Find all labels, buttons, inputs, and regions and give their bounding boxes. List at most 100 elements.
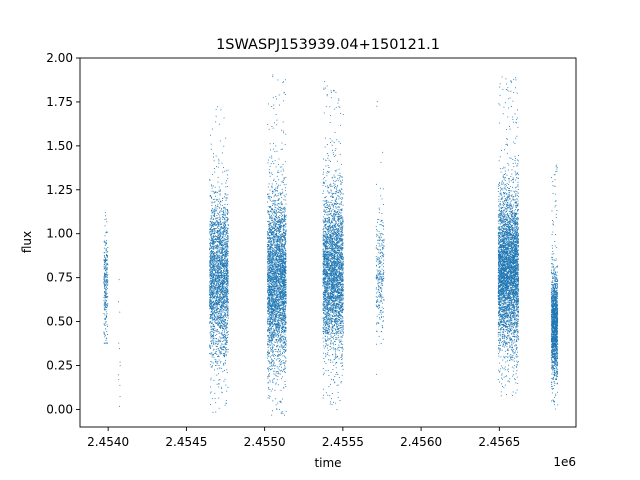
data-point	[216, 191, 218, 193]
data-point	[211, 320, 213, 322]
data-point	[104, 319, 106, 320]
data-point	[277, 336, 279, 338]
data-point	[211, 336, 213, 337]
data-point	[213, 255, 215, 257]
data-point	[276, 333, 278, 335]
data-point	[273, 238, 275, 240]
data-point	[269, 165, 271, 167]
data-point	[211, 272, 213, 274]
data-point	[210, 259, 212, 261]
data-point	[214, 261, 216, 263]
data-point	[269, 340, 271, 342]
data-point	[210, 287, 212, 288]
data-point	[273, 108, 275, 109]
data-point	[212, 341, 214, 343]
data-point	[215, 266, 217, 268]
data-point	[226, 264, 228, 266]
data-point	[281, 237, 282, 239]
data-point	[209, 293, 211, 294]
data-point	[106, 275, 108, 277]
data-point	[104, 298, 106, 300]
data-point	[224, 259, 226, 261]
data-point	[212, 362, 214, 364]
data-point	[212, 290, 214, 292]
data-point	[106, 296, 108, 298]
data-point	[210, 316, 212, 318]
data-point	[279, 271, 281, 273]
data-point	[217, 318, 219, 320]
data-point	[214, 311, 215, 312]
data-point	[278, 336, 279, 338]
data-point	[211, 238, 213, 240]
data-point	[225, 243, 226, 245]
data-point	[226, 322, 228, 324]
data-point	[218, 275, 220, 277]
data-point	[277, 270, 279, 271]
data-point	[227, 285, 229, 287]
data-point	[211, 201, 213, 203]
data-point	[213, 316, 215, 318]
data-point	[226, 265, 228, 267]
data-point	[217, 238, 219, 240]
data-point	[221, 296, 223, 298]
data-point	[220, 282, 222, 284]
data-point	[215, 292, 217, 294]
data-point	[215, 275, 217, 277]
data-point	[219, 275, 221, 277]
data-point	[271, 313, 273, 315]
data-point	[224, 258, 226, 260]
data-point	[227, 330, 229, 332]
data-point	[211, 288, 213, 289]
data-point	[210, 318, 212, 319]
data-point	[217, 279, 219, 281]
data-point	[209, 353, 211, 355]
data-point	[209, 268, 211, 270]
data-point	[213, 276, 215, 278]
data-point	[213, 356, 215, 358]
data-point	[275, 325, 277, 327]
data-point	[219, 318, 221, 320]
data-point	[276, 267, 278, 268]
data-point	[104, 274, 105, 276]
data-point	[223, 328, 225, 329]
data-point	[226, 277, 228, 279]
data-point	[274, 282, 276, 284]
data-point	[209, 223, 211, 225]
data-point	[218, 198, 220, 200]
data-point	[275, 267, 277, 269]
data-point	[225, 276, 227, 278]
data-point	[221, 289, 222, 291]
data-point	[222, 293, 224, 295]
data-point	[214, 392, 216, 394]
data-point	[222, 290, 223, 292]
data-point	[221, 162, 223, 164]
data-point	[285, 309, 286, 310]
data-point	[282, 353, 283, 354]
data-point	[227, 259, 228, 261]
data-point	[103, 268, 105, 270]
data-point	[211, 354, 213, 356]
data-point	[285, 287, 286, 288]
data-point	[216, 227, 218, 229]
data-point	[227, 212, 229, 214]
data-point	[284, 289, 286, 291]
data-point	[269, 241, 271, 243]
data-point	[211, 226, 212, 228]
data-point	[215, 278, 217, 279]
data-point	[214, 273, 216, 275]
data-point	[224, 323, 225, 325]
data-point	[214, 238, 216, 239]
data-point	[106, 281, 108, 282]
data-point	[215, 280, 217, 281]
data-point	[274, 332, 276, 334]
data-point	[215, 270, 217, 272]
data-point	[219, 238, 221, 240]
data-point	[219, 353, 221, 355]
data-point	[224, 330, 225, 332]
data-point	[216, 323, 217, 324]
data-point	[212, 305, 214, 307]
data-point	[224, 206, 225, 208]
data-point	[105, 309, 107, 311]
data-point	[227, 225, 229, 226]
data-point	[275, 404, 277, 406]
